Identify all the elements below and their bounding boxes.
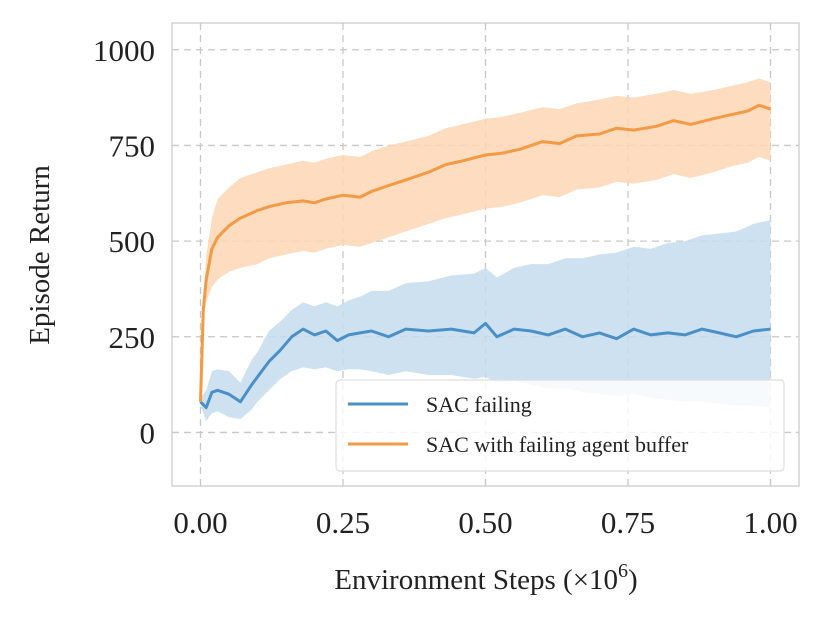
x-tick-label-1: 0.25 <box>316 505 370 540</box>
x-tick-label-2: 0.50 <box>458 505 512 540</box>
y-tick-label-2: 500 <box>109 224 156 259</box>
y-tick-labels: 0 250 500 750 1000 <box>93 33 155 451</box>
legend-box <box>335 379 785 472</box>
x-axis-multiplier: (×10 <box>563 564 618 596</box>
plot-frame <box>171 22 800 487</box>
x-axis-exponent: 6 <box>618 560 628 582</box>
band-series-0 <box>200 220 771 421</box>
legend-label-sac-failing: SAC failing <box>426 392 532 417</box>
x-tick-label-4: 1.00 <box>743 505 797 540</box>
x-tick-label-0: 0.00 <box>173 505 227 540</box>
line-series-1 <box>199 103 771 402</box>
x-tick-labels: 0.00 0.25 0.50 0.75 1.00 <box>173 505 797 540</box>
y-tick-label-4: 1000 <box>93 33 155 68</box>
y-tick-label-1: 250 <box>109 320 156 355</box>
confidence-bands <box>200 78 771 421</box>
x-axis-label-text: Environment Steps <box>334 564 556 596</box>
x-axis-label: Environment Steps (×106) <box>334 560 637 596</box>
x-tick-label-3: 0.75 <box>601 505 655 540</box>
band-series-1 <box>200 78 771 406</box>
line-series-0 <box>199 321 771 410</box>
series-lines <box>199 103 771 410</box>
y-tick-label-3: 750 <box>109 128 156 163</box>
legend-label-sac-buffer: SAC with failing agent buffer <box>426 432 689 457</box>
y-axis-label: Episode Return <box>24 165 56 345</box>
legend: SAC failing SAC with failing agent buffe… <box>335 379 785 472</box>
y-tick-label-0: 0 <box>140 415 156 450</box>
x-axis-label-spacer <box>556 564 563 596</box>
x-axis-close: ) <box>628 564 638 596</box>
